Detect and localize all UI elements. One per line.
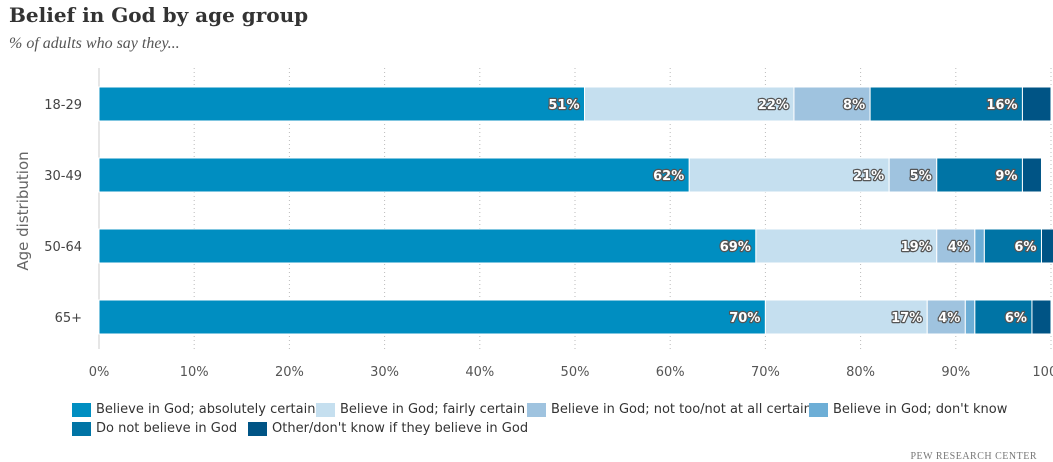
- legend-swatch: [72, 402, 91, 417]
- legend-label: Other/don't know if they believe in God: [272, 421, 529, 436]
- legend-item[interactable]: Believe in God; absolutely certain: [72, 400, 316, 419]
- category-label: 50-64: [44, 240, 82, 255]
- data-label: 69%: [720, 240, 751, 255]
- x-tick-labels: 0% 10% 20% 30% 40% 50% 60% 70% 80% 90% 100%: [89, 365, 1053, 380]
- x-tick-label: 0%: [89, 365, 110, 380]
- legend-item[interactable]: Believe in God; fairly certain: [316, 400, 527, 419]
- x-tick-label: 20%: [275, 365, 304, 380]
- bar-segment[interactable]: [974, 228, 985, 264]
- legend-label: Believe in God; don't know: [833, 402, 1008, 417]
- data-label: 4%: [948, 240, 970, 255]
- legend-swatch: [527, 402, 546, 417]
- legend-swatch: [72, 421, 91, 436]
- bar-segment[interactable]: [98, 299, 766, 335]
- bar-segment[interactable]: [983, 228, 1042, 264]
- bar-segment[interactable]: [888, 157, 938, 193]
- bar-segment[interactable]: [764, 299, 928, 335]
- data-label: 4%: [938, 311, 960, 326]
- x-tick-label: 50%: [561, 365, 590, 380]
- x-tick-label: 10%: [180, 365, 209, 380]
- stacked-bar-chart: Age distribution 51% 22% 8% 16% 62% 21% 5% 9% 69…: [14, 68, 1053, 380]
- bar-segment[interactable]: [98, 157, 690, 193]
- category-label: 65+: [55, 311, 82, 326]
- data-label: 5%: [910, 169, 932, 184]
- category-label: 18-29: [44, 98, 82, 113]
- bar-segment[interactable]: [1031, 299, 1052, 335]
- bars-group: 51% 22% 8% 16% 62% 21% 5% 9% 69% 19% 4% 6% 70% 17% 4% 6…: [98, 86, 1053, 335]
- data-label: 21%: [853, 169, 884, 184]
- legend-item[interactable]: Do not believe in God: [72, 419, 248, 438]
- data-label: 70%: [729, 311, 760, 326]
- grid-lines: [193, 68, 1052, 349]
- x-tick-label: 40%: [465, 365, 494, 380]
- data-label: 51%: [548, 98, 579, 113]
- y-axis-label: Age distribution: [14, 151, 32, 270]
- data-label: 22%: [758, 98, 789, 113]
- legend: Believe in God; absolutely certain Believ…: [72, 400, 1032, 438]
- legend-label: Believe in God; fairly certain: [340, 402, 526, 417]
- legend-label: Believe in God; not too/not at all certa…: [551, 402, 809, 417]
- chart-title: Belief in God by age group: [9, 3, 309, 27]
- bar-segment[interactable]: [926, 299, 966, 335]
- bar-segment[interactable]: [1040, 228, 1053, 264]
- x-tick-label: 80%: [846, 365, 875, 380]
- x-tick-label: 70%: [751, 365, 780, 380]
- legend-item[interactable]: Other/don't know if they believe in God: [248, 419, 568, 438]
- x-tick-label: 30%: [370, 365, 399, 380]
- legend-item[interactable]: Believe in God; don't know: [809, 400, 1029, 419]
- bar-segment[interactable]: [964, 299, 976, 335]
- data-label: 19%: [901, 240, 932, 255]
- category-labels: 18-29 30-49 50-64 65+: [44, 98, 82, 326]
- x-tick-label: 90%: [941, 365, 970, 380]
- x-tick-label: 60%: [656, 365, 685, 380]
- bar-segment[interactable]: [869, 86, 1023, 122]
- data-label: 17%: [891, 311, 922, 326]
- legend-label: Do not believe in God: [96, 421, 238, 436]
- category-label: 30-49: [44, 169, 82, 184]
- bar-segment[interactable]: [936, 157, 1023, 193]
- chart-subtitle: % of adults who say they...: [9, 35, 180, 52]
- data-label: 8%: [843, 98, 865, 113]
- legend-swatch: [809, 402, 828, 417]
- data-label: 16%: [986, 98, 1017, 113]
- legend-swatch: [248, 421, 267, 436]
- data-label: 6%: [1014, 240, 1036, 255]
- bar-segment[interactable]: [98, 228, 757, 264]
- bar-segment[interactable]: [1021, 157, 1042, 193]
- source-credit: PEW RESEARCH CENTER: [910, 451, 1037, 462]
- bar-segment[interactable]: [793, 86, 871, 122]
- data-label: 62%: [653, 169, 684, 184]
- bar-segment[interactable]: [688, 157, 890, 193]
- legend-label: Believe in God; absolutely certain: [96, 402, 316, 417]
- bar-segment[interactable]: [98, 86, 586, 122]
- bar-segment[interactable]: [1021, 86, 1052, 122]
- legend-item[interactable]: Believe in God; not too/not at all certa…: [527, 400, 809, 419]
- bar-segment[interactable]: [755, 228, 938, 264]
- legend-swatch: [316, 402, 335, 417]
- data-label: 9%: [995, 169, 1017, 184]
- x-tick-label: 100%: [1032, 365, 1053, 380]
- data-label: 6%: [1005, 311, 1027, 326]
